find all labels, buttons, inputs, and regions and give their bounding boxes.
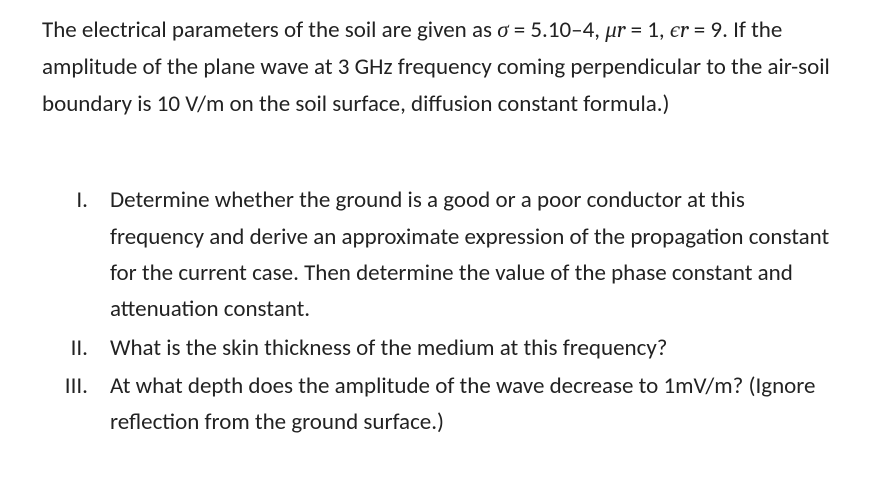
list-item: I. Determine whether the ground is a goo…	[42, 182, 836, 327]
problem-statement: The electrical parameters of the soil ar…	[42, 12, 836, 122]
list-marker-3: III.	[42, 368, 110, 404]
list-marker-1: I.	[42, 182, 110, 218]
question-page: The electrical parameters of the soil ar…	[0, 0, 876, 463]
symbol-mu-r: μr	[605, 16, 625, 43]
intro-text-1: The electrical parameters of the soil ar…	[42, 16, 497, 44]
symbol-sigma: σ	[497, 16, 508, 43]
symbol-eps-r: єr	[670, 16, 689, 43]
intro-text-2: = 5.10–4,	[509, 16, 606, 44]
list-body-1: Determine whether the ground is a good o…	[110, 182, 836, 327]
intro-text-3: = 1,	[625, 16, 669, 44]
list-item: III. At what depth does the amplitude of…	[42, 368, 836, 441]
list-item: II. What is the skin thickness of the me…	[42, 330, 836, 366]
list-body-3: At what depth does the amplitude of the …	[110, 368, 836, 441]
question-list: I. Determine whether the ground is a goo…	[42, 182, 836, 440]
list-body-2: What is the skin thickness of the medium…	[110, 330, 836, 366]
list-marker-2: II.	[42, 330, 110, 366]
